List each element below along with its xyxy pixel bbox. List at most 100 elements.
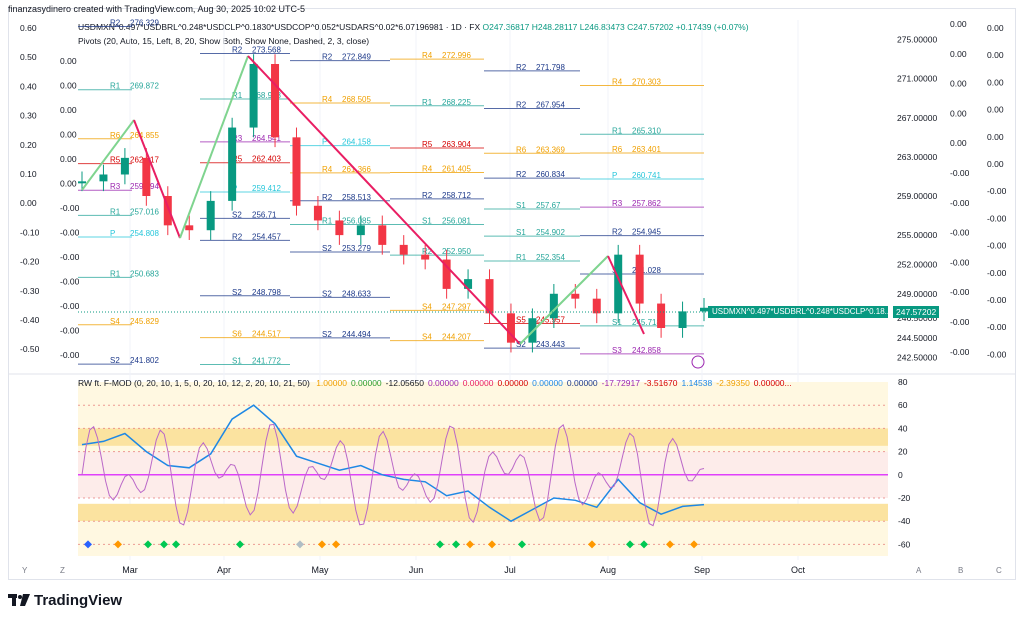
time-axis-label-sep: Sep xyxy=(694,565,710,575)
time-axis-label-jun: Jun xyxy=(409,565,424,575)
candle-body xyxy=(356,225,365,236)
pivot-level-value: 254.902 xyxy=(536,228,565,237)
pivot-level-value: 248.798 xyxy=(252,288,281,297)
left-outer-axis-label: -0.30 xyxy=(20,286,40,296)
signal-diamond xyxy=(160,540,168,549)
pivot-level-tag: S1 xyxy=(516,228,526,237)
pivot-level-tag: R2 xyxy=(422,247,433,256)
oscillator-value: 0.00000 xyxy=(566,378,598,388)
osc-axis-label: 0 xyxy=(898,470,903,480)
pivot-level-value: 257.016 xyxy=(130,207,159,216)
pivot-level-tag: R3 xyxy=(612,199,623,208)
right-inner-axis-label: 0.00 xyxy=(950,49,967,59)
left-inner-axis-label: -0.00 xyxy=(60,252,80,262)
pivot-level-tag: S4 xyxy=(110,317,120,326)
osc-main-line xyxy=(81,404,705,523)
oscillator-value: 0.00000 xyxy=(350,378,382,388)
pivot-level-tag: S4 xyxy=(422,302,432,311)
left-inner-axis-label: 0.00 xyxy=(60,179,77,189)
oscillator-legend[interactable]: RW ft. F-MOD (0, 20, 10, 1, 5, 0, 20, 10… xyxy=(78,378,792,388)
candle-body xyxy=(614,254,623,314)
pivot-level-value: 270.303 xyxy=(632,77,661,86)
pivot-level-tag: S1 xyxy=(422,217,432,226)
signal-diamond xyxy=(452,540,460,549)
pivot-level-value: 267.954 xyxy=(536,100,565,109)
ohlc-open: O247.36817 xyxy=(482,22,530,32)
left-outer-axis-label: 0.40 xyxy=(20,81,37,91)
pivot-level-tag: R3 xyxy=(232,134,243,143)
pivot-level-tag: S4 xyxy=(422,333,432,342)
candle-body xyxy=(206,200,215,231)
candle-body xyxy=(442,259,451,289)
left-outer-axis-label: 0.60 xyxy=(20,23,37,33)
price-axis-label: 242.50000 xyxy=(897,352,937,362)
pivot-level-tag: R3 xyxy=(110,182,121,191)
pivot-level-value: 242.858 xyxy=(632,346,661,355)
pivot-level-tag: R2 xyxy=(422,191,433,200)
tradingview-logo[interactable]: TradingView xyxy=(8,592,122,609)
time-axis-label-aug: Aug xyxy=(600,565,616,575)
zigzag-segment xyxy=(519,255,609,345)
zigzag-segment xyxy=(133,119,181,239)
pivot-level-tag: R4 xyxy=(612,77,623,86)
nav-button-a: A xyxy=(916,566,922,575)
osc-axis-label: -40 xyxy=(898,516,911,526)
signal-diamond xyxy=(488,540,496,549)
oscillator-value: 0.00000 xyxy=(532,378,563,388)
signal-diamond xyxy=(626,540,634,549)
left-outer-axis-label: -0.10 xyxy=(20,227,40,237)
pivot-level-value: 262.403 xyxy=(252,155,281,164)
pivot-level-tag: R4 xyxy=(322,95,333,104)
symbol-name[interactable]: USDMXN^0.497*USDBRL^0.248*USDCLP^0.1830*… xyxy=(78,22,481,32)
candle-body xyxy=(378,225,387,245)
price-axis-label: 249.00000 xyxy=(897,289,937,299)
osc-axis-label: -20 xyxy=(898,493,911,503)
pivot-level-value: 257.862 xyxy=(632,199,661,208)
pivot-level-value: 254.945 xyxy=(632,228,661,237)
oscillator-value: 0.00000... xyxy=(753,378,792,388)
right-outer-axis-label: -0.00 xyxy=(987,213,1007,223)
pivot-level-value: 256.081 xyxy=(442,217,471,226)
price-axis-label: 255.00000 xyxy=(897,230,937,240)
pivot-level-value: 269.872 xyxy=(130,82,159,91)
osc-lower-band xyxy=(78,521,888,556)
time-axis-label-may: May xyxy=(311,565,329,575)
pivot-level-value: 265.310 xyxy=(632,126,661,135)
right-inner-axis-label: -0.00 xyxy=(950,287,970,297)
left-inner-axis-label: 0.00 xyxy=(60,105,77,115)
left-inner-axis-label: 0.00 xyxy=(60,130,77,140)
signal-diamond xyxy=(318,540,326,549)
pivot-level-value: 268.225 xyxy=(442,98,471,107)
pivot-level-value: 253.279 xyxy=(342,244,371,253)
right-outer-axis-label: -0.00 xyxy=(987,186,1007,196)
pivot-level-tag: P xyxy=(322,138,327,147)
pivot-level-tag: R2 xyxy=(516,170,527,179)
left-outer-axis-label: 0.30 xyxy=(20,111,37,121)
pivot-level-tag: R1 xyxy=(232,91,243,100)
pivot-level-value: 272.996 xyxy=(442,51,471,60)
candle-body xyxy=(506,313,515,343)
pivot-level-tag: R1 xyxy=(322,217,333,226)
price-axis-label: 246.50000 xyxy=(897,313,937,323)
pivot-level-tag: R2 xyxy=(232,232,243,241)
pivot-level-tag: S1 xyxy=(612,318,622,327)
pivot-level-tag: R2 xyxy=(232,46,243,55)
left-inner-axis-label: 0.00 xyxy=(60,154,77,164)
candle-body xyxy=(142,157,151,196)
right-inner-axis-label: 0.00 xyxy=(950,79,967,89)
oscillator-value: 1.00000 xyxy=(316,378,347,388)
right-outer-axis-label: -0.00 xyxy=(987,295,1007,305)
candle-body xyxy=(228,127,237,201)
right-outer-axis-label: -0.00 xyxy=(987,322,1007,332)
oscillator-value: -12.05650 xyxy=(385,378,424,388)
pivot-level-value: 252.950 xyxy=(442,247,471,256)
right-outer-axis-label: 0.00 xyxy=(987,77,1004,87)
signal-diamond xyxy=(332,540,340,549)
pivot-level-tag: S6 xyxy=(232,330,242,339)
left-outer-axis-label: -0.20 xyxy=(20,257,40,267)
osc-axis-label: 80 xyxy=(898,377,908,387)
candle-body xyxy=(163,196,172,226)
pivot-level-tag: S2 xyxy=(322,244,332,253)
right-outer-axis-label: 0.00 xyxy=(987,50,1004,60)
